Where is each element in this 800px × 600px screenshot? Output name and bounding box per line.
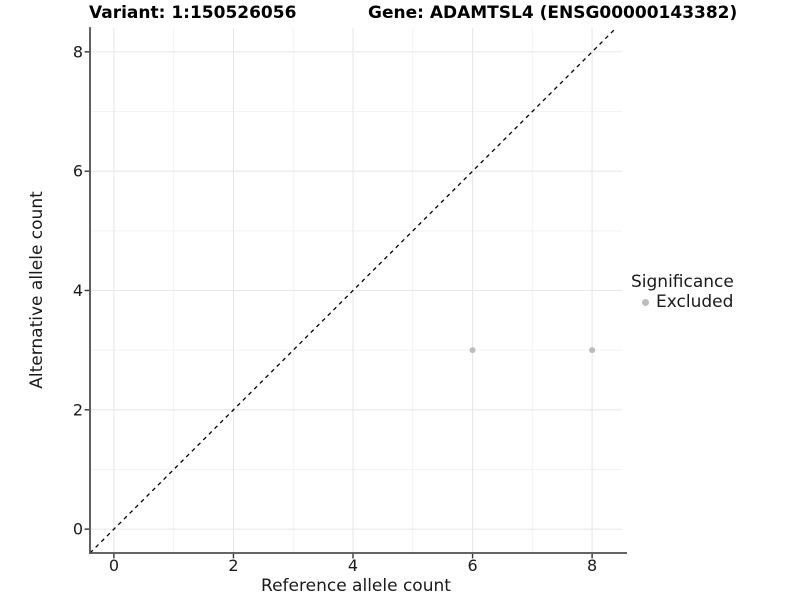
legend-entry-label: Excluded	[656, 292, 734, 312]
x-tick-label: 2	[228, 556, 238, 575]
y-tick-label: 0	[73, 520, 83, 539]
x-tick-label: 8	[587, 556, 597, 575]
legend-entry-excluded: Excluded	[631, 292, 734, 312]
x-tick-label: 0	[109, 556, 119, 575]
variant-title: Variant: 1:150526056	[89, 3, 297, 23]
data-point-excluded	[469, 347, 476, 354]
identity-line	[89, 27, 617, 554]
x-axis-title: Reference allele count	[261, 576, 451, 596]
y-tick-label: 6	[73, 162, 83, 181]
legend-title: Significance	[631, 272, 734, 292]
legend: Significance Excluded	[631, 272, 734, 312]
y-tick-label: 4	[73, 281, 83, 300]
excluded-point-icon	[642, 298, 649, 306]
y-tick-label: 8	[73, 42, 83, 61]
y-tick-label: 2	[73, 400, 83, 419]
data-point-excluded	[589, 347, 596, 354]
y-axis-title: Alternative allele count	[27, 191, 47, 389]
x-tick-label: 6	[467, 556, 477, 575]
x-tick-label: 4	[348, 556, 358, 575]
gene-title: Gene: ADAMTSL4 (ENSG00000143382)	[368, 3, 738, 23]
